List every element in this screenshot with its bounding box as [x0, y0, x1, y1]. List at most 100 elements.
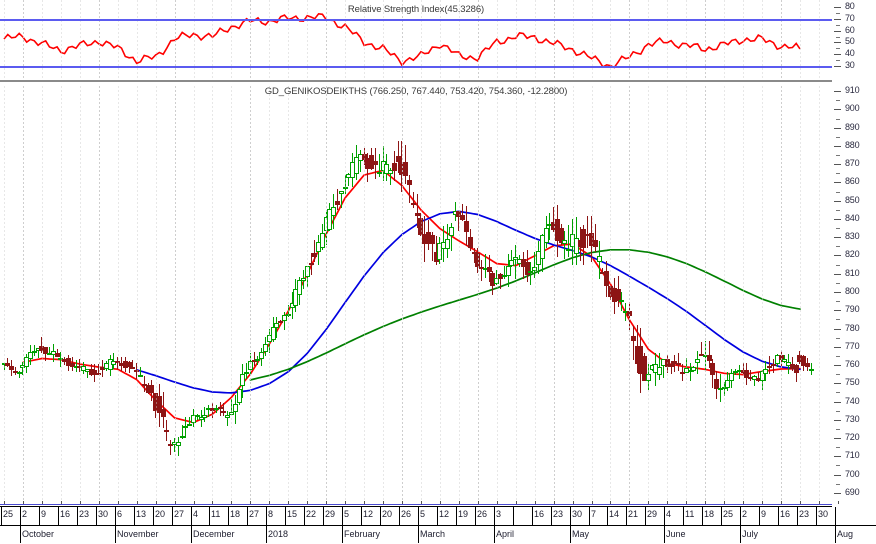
grid-line	[250, 86, 251, 504]
candlestick	[558, 224, 564, 246]
candlestick	[198, 409, 204, 428]
x-axis-minor-tick	[762, 501, 763, 504]
candle-body	[335, 200, 341, 206]
tick-mark	[836, 337, 840, 339]
x-axis-separator	[380, 507, 381, 525]
x-axis-day-label: 11	[685, 509, 695, 519]
candlestick	[407, 175, 413, 204]
candlestick	[581, 224, 587, 265]
candle-body	[513, 256, 519, 261]
candle-wick	[337, 189, 339, 211]
grid-line	[345, 0, 346, 82]
candlestick	[96, 363, 102, 376]
candlestick	[300, 270, 306, 290]
candle-body	[539, 235, 545, 260]
candlestick	[191, 409, 197, 427]
tick-mark	[834, 401, 841, 403]
candlestick	[494, 269, 500, 285]
candle-wick	[219, 402, 221, 416]
x-axis-day-label: 16	[534, 509, 545, 519]
x-axis-day-label: 2	[22, 509, 28, 519]
candle-body	[297, 279, 303, 296]
candle-body	[524, 262, 530, 275]
candlestick	[505, 254, 511, 287]
candle-wick	[56, 349, 58, 357]
candlestick	[596, 240, 602, 280]
candle-body	[672, 360, 678, 365]
tick-label: 60	[845, 24, 855, 35]
candle-wick	[283, 311, 285, 331]
grid-line	[781, 0, 782, 82]
candle-wick	[181, 425, 183, 439]
candlestick	[592, 223, 598, 252]
candle-body	[312, 253, 318, 257]
candlestick	[444, 224, 450, 258]
candle-body	[255, 358, 261, 361]
x-axis-month-label: October	[22, 529, 55, 539]
candlestick	[327, 202, 333, 232]
x-axis-minor-tick	[194, 501, 195, 504]
candle-body	[592, 240, 598, 248]
x-axis-day-label: 16	[780, 509, 791, 519]
candle-wick	[484, 254, 486, 279]
candle-wick	[223, 402, 225, 417]
candlestick	[403, 145, 409, 185]
candle-body	[9, 365, 15, 371]
tick-label: 700	[845, 468, 860, 479]
x-axis-month-tick	[418, 525, 419, 543]
tick-mark	[836, 60, 840, 62]
candlestick	[58, 351, 64, 368]
candlestick	[463, 206, 469, 247]
x-axis-month-tick	[266, 525, 267, 543]
grid-line	[80, 0, 81, 82]
candlestick	[532, 251, 538, 278]
candle-wick	[227, 410, 229, 427]
candle-body	[801, 355, 807, 366]
candle-body	[65, 358, 71, 367]
tick-mark	[834, 18, 841, 20]
grid-line	[459, 0, 460, 82]
candle-body	[175, 442, 181, 447]
candlestick	[615, 275, 621, 308]
candle-body	[54, 353, 60, 357]
candlestick	[808, 363, 814, 375]
candle-wick	[678, 353, 680, 371]
candle-wick	[503, 266, 505, 279]
candlestick	[183, 416, 189, 438]
candlestick	[733, 369, 739, 375]
tick-label: 750	[845, 377, 860, 388]
candlestick	[805, 358, 811, 372]
candlestick	[664, 354, 670, 373]
candlestick	[149, 379, 155, 401]
x-axis-day-label: 21	[628, 509, 639, 519]
candlestick	[130, 359, 136, 370]
x-axis-separator	[494, 507, 495, 525]
candlestick	[509, 250, 515, 267]
tick-mark	[834, 164, 841, 166]
tick-mark	[836, 36, 840, 38]
tick-mark	[836, 118, 840, 120]
candlestick	[721, 381, 727, 397]
grid-line	[724, 0, 725, 82]
candle-body	[202, 415, 208, 418]
candle-body	[509, 260, 515, 267]
grid-line	[42, 0, 43, 82]
tick-mark	[834, 292, 841, 293]
x-axis-minor-tick	[364, 501, 365, 504]
candle-body	[429, 234, 435, 245]
x-axis-separator	[285, 507, 286, 525]
candle-wick	[568, 225, 570, 258]
candle-body	[331, 207, 337, 217]
candle-body	[486, 266, 492, 272]
tick-label: 710	[845, 450, 860, 461]
tick-mark	[834, 91, 841, 93]
candle-body	[733, 370, 739, 374]
candlestick	[134, 362, 140, 380]
rsi-y-axis: 80 70 60 50 40 30	[832, 0, 876, 82]
grid-line	[554, 0, 555, 82]
candlestick	[342, 175, 348, 194]
x-axis-minor-tick	[516, 501, 517, 504]
x-axis-separator	[361, 507, 362, 525]
candlestick	[767, 356, 773, 374]
